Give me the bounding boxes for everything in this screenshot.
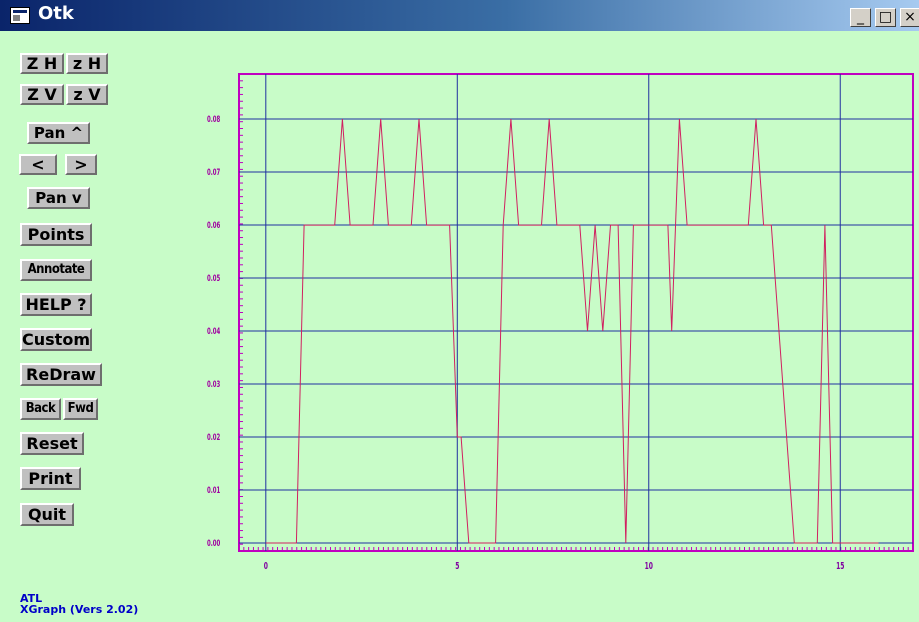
zoom-h-in-button[interactable]: z H	[66, 53, 108, 74]
y-tick-label: 0.00	[207, 538, 220, 549]
pan-down-button[interactable]: Pan v	[27, 187, 90, 209]
print-button[interactable]: Print	[20, 467, 81, 490]
zoom-v-out-button[interactable]: Z V	[20, 84, 64, 105]
maximize-button[interactable]: □	[875, 8, 896, 27]
zoom-h-out-button[interactable]: Z H	[20, 53, 64, 74]
footer-org-label: ATL	[20, 592, 43, 605]
x-tick-label: 0	[264, 559, 268, 571]
custom-button[interactable]: Custom	[20, 328, 92, 351]
help-button[interactable]: HELP ?	[20, 293, 92, 316]
quit-button[interactable]: Quit	[20, 503, 74, 526]
x-tick-label: 10	[645, 559, 654, 571]
redraw-button[interactable]: ReDraw	[20, 363, 102, 386]
forward-button[interactable]: Fwd	[63, 398, 98, 420]
x-tick-label: 15	[836, 559, 845, 571]
pan-up-button[interactable]: Pan ^	[27, 122, 90, 144]
zoom-v-in-button[interactable]: z V	[66, 84, 108, 105]
y-tick-label: 0.01	[207, 485, 220, 496]
window-title: Otk	[38, 3, 74, 24]
y-tick-label: 0.02	[207, 432, 220, 443]
y-tick-label: 0.05	[207, 273, 220, 284]
back-button[interactable]: Back	[20, 398, 61, 420]
pan-right-button[interactable]: >	[65, 154, 97, 175]
reset-button[interactable]: Reset	[20, 432, 84, 455]
points-button[interactable]: Points	[20, 223, 92, 246]
title-bar[interactable]: Otk _ □ ×	[0, 0, 919, 31]
y-tick-label: 0.07	[207, 167, 220, 178]
close-button[interactable]: ×	[900, 8, 919, 27]
y-tick-label: 0.06	[207, 220, 220, 231]
footer-version-label: XGraph (Vers 2.02)	[20, 603, 139, 616]
x-tick-label: 5	[455, 559, 459, 571]
series-line	[265, 118, 879, 544]
y-tick-label: 0.04	[207, 326, 220, 337]
minimize-button[interactable]: _	[850, 8, 871, 27]
y-tick-label: 0.03	[207, 379, 220, 390]
annotate-button[interactable]: Annotate	[20, 259, 92, 281]
app-window-icon	[10, 7, 30, 24]
pan-left-button[interactable]: <	[19, 154, 57, 175]
y-tick-label: 0.08	[207, 114, 220, 125]
